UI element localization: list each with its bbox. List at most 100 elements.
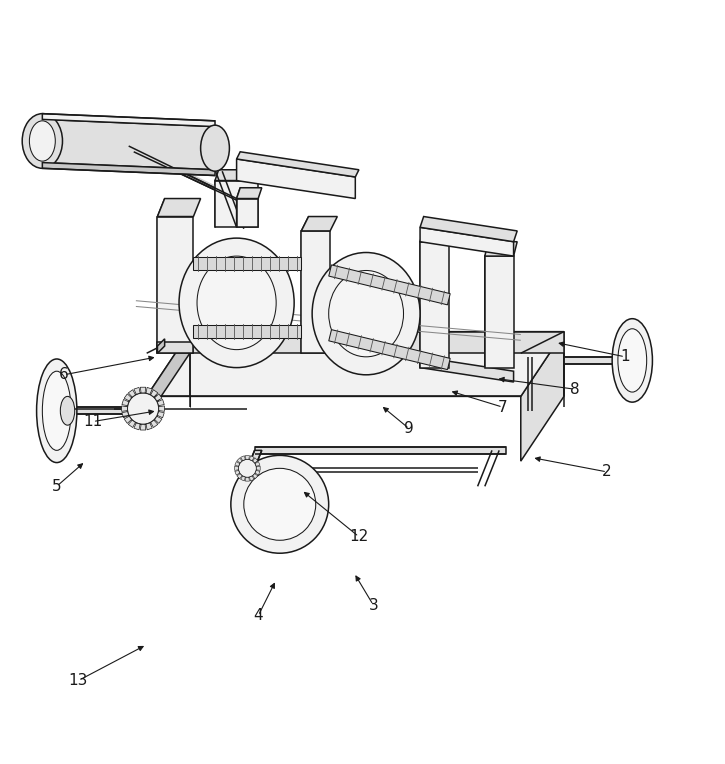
Polygon shape — [146, 332, 190, 418]
Text: 13: 13 — [69, 673, 88, 688]
Polygon shape — [420, 357, 513, 382]
Ellipse shape — [244, 468, 315, 540]
Polygon shape — [236, 152, 359, 177]
Polygon shape — [157, 216, 194, 353]
Polygon shape — [124, 394, 131, 401]
Polygon shape — [154, 394, 162, 401]
Polygon shape — [485, 245, 492, 367]
Polygon shape — [249, 456, 254, 461]
Polygon shape — [157, 342, 194, 353]
Polygon shape — [190, 332, 564, 353]
Polygon shape — [146, 387, 152, 394]
Polygon shape — [236, 188, 262, 199]
Polygon shape — [128, 146, 244, 203]
Ellipse shape — [22, 114, 62, 168]
Polygon shape — [328, 265, 450, 305]
Polygon shape — [141, 387, 146, 393]
Polygon shape — [235, 461, 240, 466]
Ellipse shape — [328, 270, 404, 357]
Polygon shape — [42, 163, 215, 176]
Text: 5: 5 — [52, 479, 62, 494]
Polygon shape — [151, 420, 158, 428]
Polygon shape — [215, 170, 262, 180]
Polygon shape — [124, 416, 131, 423]
Polygon shape — [157, 412, 165, 418]
Polygon shape — [255, 461, 260, 466]
Polygon shape — [240, 450, 262, 487]
Polygon shape — [157, 199, 165, 353]
Ellipse shape — [128, 393, 159, 425]
Polygon shape — [157, 400, 165, 406]
Polygon shape — [151, 390, 158, 397]
Polygon shape — [485, 241, 517, 256]
Polygon shape — [564, 357, 629, 364]
Polygon shape — [257, 466, 260, 471]
Polygon shape — [215, 170, 222, 228]
Polygon shape — [302, 231, 330, 353]
Text: 12: 12 — [349, 529, 368, 544]
Ellipse shape — [36, 359, 77, 462]
Ellipse shape — [42, 371, 71, 450]
Polygon shape — [302, 216, 337, 231]
Polygon shape — [521, 332, 564, 461]
Text: 2: 2 — [602, 465, 612, 480]
Polygon shape — [237, 458, 242, 463]
Polygon shape — [328, 329, 450, 370]
Ellipse shape — [30, 121, 55, 161]
Polygon shape — [236, 159, 355, 199]
Polygon shape — [128, 420, 136, 428]
Text: 1: 1 — [621, 349, 630, 364]
Polygon shape — [236, 199, 258, 228]
Polygon shape — [253, 458, 258, 463]
Polygon shape — [253, 474, 258, 479]
Polygon shape — [420, 241, 449, 367]
Ellipse shape — [60, 397, 75, 426]
Polygon shape — [146, 332, 564, 397]
Polygon shape — [420, 216, 517, 241]
Polygon shape — [134, 423, 140, 430]
Polygon shape — [194, 257, 302, 270]
Polygon shape — [134, 387, 140, 394]
Polygon shape — [237, 474, 242, 479]
Polygon shape — [241, 456, 245, 461]
Polygon shape — [42, 114, 215, 127]
Ellipse shape — [618, 329, 647, 392]
Polygon shape — [194, 325, 302, 338]
Polygon shape — [141, 424, 146, 430]
Ellipse shape — [239, 459, 257, 478]
Polygon shape — [302, 216, 309, 353]
Polygon shape — [157, 199, 201, 216]
Text: 4: 4 — [253, 608, 263, 623]
Ellipse shape — [612, 319, 652, 402]
Text: 3: 3 — [368, 597, 378, 613]
Ellipse shape — [201, 125, 229, 171]
Polygon shape — [122, 406, 128, 411]
Text: 9: 9 — [405, 421, 414, 436]
Polygon shape — [254, 447, 506, 454]
Polygon shape — [159, 406, 165, 411]
Polygon shape — [420, 228, 513, 256]
Polygon shape — [245, 478, 249, 481]
Polygon shape — [249, 476, 254, 481]
Polygon shape — [122, 400, 129, 406]
Polygon shape — [255, 471, 260, 475]
Polygon shape — [420, 231, 427, 367]
Polygon shape — [215, 180, 258, 228]
Polygon shape — [67, 407, 146, 414]
Polygon shape — [146, 423, 152, 430]
Polygon shape — [235, 471, 240, 475]
Polygon shape — [128, 390, 136, 397]
Text: 6: 6 — [59, 367, 69, 382]
Polygon shape — [420, 228, 452, 241]
Polygon shape — [157, 338, 165, 353]
Polygon shape — [245, 455, 249, 459]
Ellipse shape — [312, 252, 420, 375]
Polygon shape — [235, 466, 239, 471]
Polygon shape — [122, 412, 129, 418]
Polygon shape — [42, 119, 215, 170]
Ellipse shape — [179, 238, 294, 367]
Ellipse shape — [197, 256, 276, 350]
Text: 8: 8 — [570, 382, 579, 397]
Text: 11: 11 — [83, 414, 102, 429]
Polygon shape — [236, 188, 240, 228]
